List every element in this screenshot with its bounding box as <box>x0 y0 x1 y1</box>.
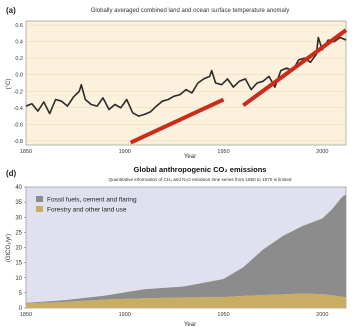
legend-swatch-fossil <box>36 196 43 202</box>
panel-a-plot-background <box>25 20 347 146</box>
panel-d-x-axis-label: Year <box>184 322 196 328</box>
forestry-area <box>26 293 346 308</box>
panel-a-y-tick-label: 0.4 <box>15 40 23 46</box>
panel-d-y-tick-label: 0 <box>19 306 23 312</box>
panel-d-y-tick-label: 35 <box>15 200 22 206</box>
panel-d-x-tick-label: 1850 <box>20 312 32 318</box>
panel-a-label: (a) <box>6 6 16 15</box>
panel-a: (a) Globally averaged combined land and … <box>6 6 348 160</box>
panel-d: (d) Global anthropogenic CO₂ emissions Q… <box>6 165 347 328</box>
trend-line <box>129 97 225 145</box>
panel-d-y-tick-label: 40 <box>15 185 22 191</box>
panel-d-y-tick-label: 30 <box>15 215 22 221</box>
panel-a-x-tick-label: 1900 <box>119 149 131 155</box>
panel-d-x-tick-label: 1950 <box>217 312 229 318</box>
panel-d-legend: Fossil fuels, cement and flaring Forestr… <box>36 196 137 214</box>
panel-d-y-tick-label: 20 <box>15 246 22 252</box>
panel-a-x-tick-label: 2000 <box>316 149 328 155</box>
panel-d-title: Global anthropogenic CO₂ emissions <box>134 165 267 174</box>
panel-a-y-tick-label: 0.0 <box>15 73 23 79</box>
panel-a-y-axis-label: (°C) <box>6 79 12 90</box>
trend-line <box>242 28 348 107</box>
panel-d-label: (d) <box>6 169 17 178</box>
legend-label-fossil: Fossil fuels, cement and flaring <box>47 197 137 204</box>
panel-a-x-tick-label: 1850 <box>20 149 32 155</box>
panel-a-y-ticks: 0.6 0.4 0.2 0.0 -0.2 -0.4 -0.6 -0.8 <box>14 23 23 145</box>
panel-d-y-tick-label: 5 <box>19 291 23 297</box>
panel-d-y-ticks: 0 5 10 15 20 25 30 35 40 <box>15 185 26 312</box>
fossil-fuels-area <box>26 194 346 304</box>
panel-a-y-tick-label: -0.6 <box>14 122 23 128</box>
panel-a-y-tick-label: -0.2 <box>14 89 23 95</box>
legend-label-forestry: Forestry and other land use <box>47 207 127 214</box>
panel-d-y-tick-label: 15 <box>15 261 22 267</box>
panel-a-x-axis-label: Year <box>184 154 196 160</box>
panel-d-x-ticks: 1850 1900 1950 2000 <box>20 312 329 318</box>
panel-a-x-tick-label: 1950 <box>217 149 229 155</box>
legend-swatch-forestry <box>36 206 43 212</box>
panel-a-title: Globally averaged combined land and ocea… <box>91 8 289 14</box>
panel-d-y-tick-label: 25 <box>15 230 22 236</box>
panel-a-y-tick-label: -0.4 <box>14 106 23 112</box>
panel-d-y-tick-label: 10 <box>15 276 22 282</box>
panel-a-x-ticks: 1850 1900 1950 2000 <box>20 149 329 155</box>
panel-d-y-axis-label: (GtCO₂/yr) <box>6 234 12 262</box>
panel-d-subtitle: Quantitative information of CH₄ and N₂O … <box>109 177 292 182</box>
panel-d-x-tick-label: 1900 <box>119 312 131 318</box>
panel-d-x-tick-label: 2000 <box>316 312 328 318</box>
panel-a-trend-lines <box>129 28 348 145</box>
panel-a-y-tick-label: -0.8 <box>14 139 23 145</box>
panel-a-y-tick-label: 0.6 <box>15 23 23 29</box>
panel-a-y-tick-label: 0.2 <box>15 56 23 62</box>
